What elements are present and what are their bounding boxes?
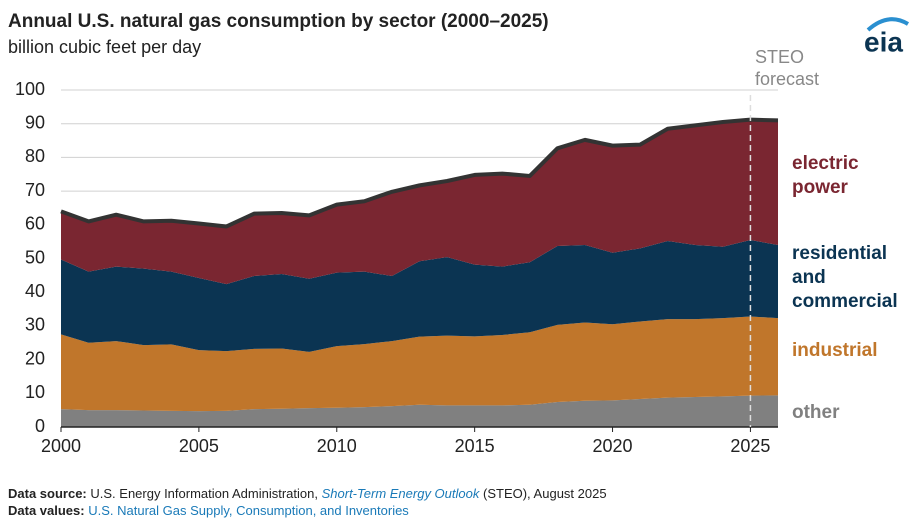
total-outline [60,117,779,229]
y-tick-label: 70 [25,180,45,200]
y-tick-label: 60 [25,214,45,234]
chart-subtitle: billion cubic feet per day [8,37,201,57]
x-tick-label: 2005 [179,436,219,456]
x-tick-label: 2015 [455,436,495,456]
logo-arc [866,17,910,32]
area [61,316,778,412]
y-tick-label: 20 [25,348,45,368]
legend-label: electric power [792,153,859,198]
footer-link[interactable]: U.S. Natural Gas Supply, Consumption, an… [88,503,409,518]
y-tick-label: 100 [15,79,45,99]
y-tick-label: 30 [25,315,45,335]
footer-text: (STEO), August 2025 [483,486,607,501]
x-tick-label: 2020 [593,436,633,456]
x-tick-label: 2000 [41,436,81,456]
area [61,395,778,427]
chart-title: Annual U.S. natural gas consumption by s… [8,11,549,32]
legend-label: industrial [792,340,878,361]
x-tick-label: 2010 [317,436,357,456]
footer-source: Data source: U.S. Energy Information Adm… [8,486,607,501]
y-tick-label: 90 [25,112,45,132]
legend-label: residential and commercial [792,243,898,312]
x-tick-label: 2025 [730,436,770,456]
footer-text: U.S. Energy Information Administration, [90,486,318,501]
y-tick-label: 50 [25,247,45,267]
y-tick-label: 80 [25,146,45,166]
area [61,239,778,352]
y-tick-label: 0 [35,416,45,436]
footer-label: Data source: [8,486,87,501]
footer-link[interactable]: Short-Term Energy Outlook [321,486,480,501]
logo: eia [864,26,903,57]
annotation: STEO forecast [755,47,820,89]
legend-label: other [792,402,840,423]
area [61,119,778,285]
y-tick-label: 40 [25,281,45,301]
footer-label: Data values: [8,503,85,518]
footer-values: Data values: U.S. Natural Gas Supply, Co… [8,503,409,518]
y-tick-label: 10 [25,382,45,402]
